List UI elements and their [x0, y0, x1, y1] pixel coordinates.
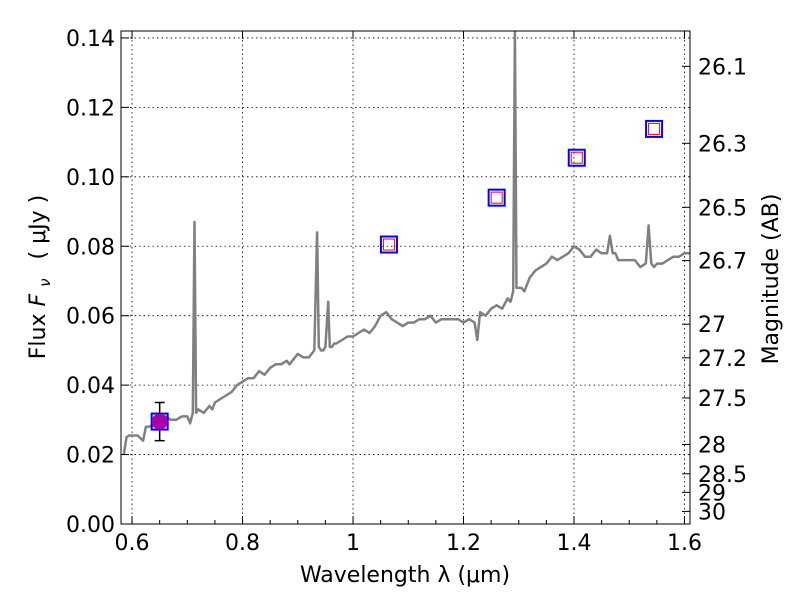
photometry-square-inner	[490, 191, 503, 204]
x-tick-label: 1.2	[446, 531, 481, 556]
y2-tick-label: 26.5	[698, 196, 747, 221]
y2-tick-label: 26.3	[698, 132, 747, 157]
y2-tick-label: 28.5	[698, 463, 747, 488]
y2-tick-label: 26.1	[698, 55, 747, 80]
photometry-square-inner	[382, 238, 395, 251]
y-tick-label: 0.12	[66, 96, 115, 121]
x-tick-label: 1	[346, 531, 360, 556]
y2-tick-label: 29	[698, 481, 726, 506]
y-tick-label: 0.04	[66, 374, 115, 399]
x-axis-title: Wavelength λ (μm)	[300, 563, 510, 588]
photometry-square-outer	[567, 148, 586, 167]
photometry-square-outer	[645, 119, 664, 138]
y-tick-label: 0.06	[66, 305, 115, 330]
grid-layer	[121, 31, 690, 524]
tick-layer: 0.6 0.8 1 1.2 1.4 1.6 0.00 0.02 0.04 0.06 0.08 0.10…	[66, 27, 747, 556]
photometry-square-outer	[487, 188, 506, 207]
y2-tick-label: 27.2	[698, 347, 747, 372]
x-tick-label: 1.6	[667, 531, 702, 556]
y-tick-label: 0.14	[66, 27, 115, 52]
y-tick-label: 0.10	[66, 166, 115, 191]
plot-background	[121, 31, 690, 524]
y-tick-label: 0.02	[66, 444, 115, 469]
y2-tick-label: 27	[698, 313, 726, 338]
y-tick-label: 0.08	[66, 235, 115, 260]
photometry-square-inner	[570, 151, 583, 164]
x-tick-label: 0.8	[225, 531, 260, 556]
y2-tick-label: 28	[698, 433, 726, 458]
y2-tick-label: 30	[698, 500, 726, 525]
plot-frame	[120, 30, 691, 525]
x-tick-label: 0.6	[115, 531, 150, 556]
y-axis-title-subscript: ν	[36, 278, 54, 286]
y-tick-label: 0.00	[66, 513, 115, 538]
y2-tick-label: 26.7	[698, 250, 747, 275]
y-axis-title-unit: ( μJy )	[26, 195, 51, 260]
y2-tick-label: 27.5	[698, 387, 747, 412]
photometry-square-inner	[648, 122, 661, 135]
y-axis-title: Flux F ν ( μJy )	[26, 195, 56, 359]
photometry-square-outer	[379, 235, 398, 254]
y-axis-title-prefix: Flux	[26, 306, 51, 359]
data-layer	[122, 31, 690, 455]
observed-point	[151, 413, 168, 430]
x-tick-label: 1.4	[556, 531, 591, 556]
y2-axis-title: Magnitude (AB)	[759, 194, 784, 365]
spectrum-line	[122, 31, 690, 455]
y-axis-title-symbol: F	[26, 293, 51, 306]
